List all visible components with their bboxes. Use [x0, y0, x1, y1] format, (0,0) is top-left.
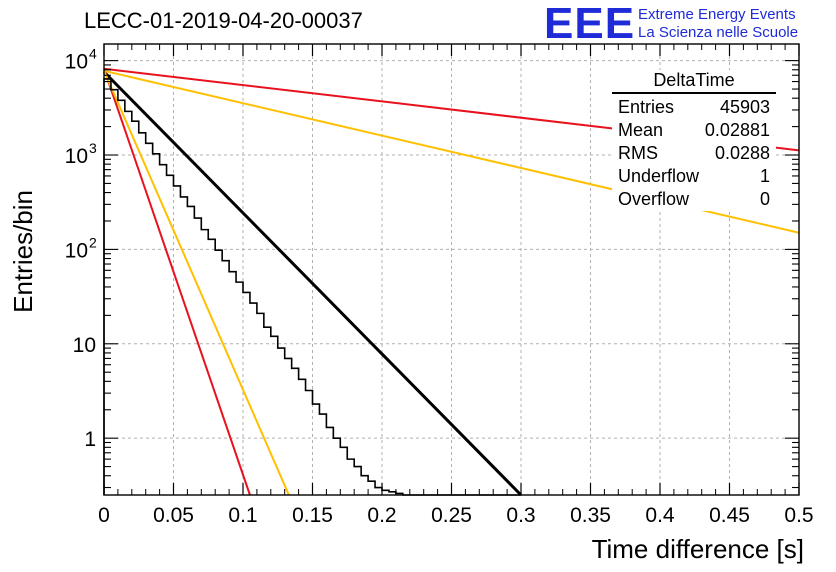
stats-value: 0.0288 — [714, 143, 770, 163]
stats-label: Underflow — [618, 166, 700, 186]
x-tick-label: 0.1 — [228, 504, 257, 527]
stats-label: RMS — [618, 143, 658, 163]
stats-row-rms: RMS 0.0288 — [612, 142, 776, 165]
curve-ref-fast — [103, 70, 290, 496]
y-tick-label: 10 — [65, 239, 88, 262]
x-tick-label: 0 — [98, 504, 110, 527]
eee-logo: EEE — [544, 0, 636, 48]
stats-row-mean: Mean 0.02881 — [612, 119, 776, 142]
stats-value: 1 — [759, 166, 770, 186]
stats-row-overflow: Overflow 0 — [612, 188, 776, 211]
stats-value: 0.02881 — [704, 120, 770, 140]
logo-line-1: Extreme Energy Events — [638, 6, 796, 23]
stats-value: 0 — [759, 189, 770, 209]
x-tick-label: 0.15 — [292, 504, 333, 527]
x-tick-label: 0.5 — [784, 504, 813, 527]
x-tick-label: 0.3 — [506, 504, 535, 527]
x-tick-label: 0.2 — [367, 504, 396, 527]
stats-value: 45903 — [719, 97, 770, 117]
stats-row-underflow: Underflow 1 — [612, 165, 776, 188]
stats-label: Overflow — [618, 189, 690, 209]
y-tick-label: 1 — [84, 428, 96, 451]
curve-fit — [102, 70, 523, 497]
plot-title: LECC-01-2019-04-20-00037 — [84, 8, 363, 33]
y-tick-exponent: 4 — [89, 46, 97, 62]
x-tick-label: 0.45 — [709, 504, 750, 527]
logo-line-2: La Scienza nelle Scuole — [638, 24, 799, 41]
y-tick-label: 10 — [65, 51, 88, 74]
x-tick-label: 0.05 — [153, 504, 194, 527]
stats-box: DeltaTime Entries 45903 Mean 0.02881 RMS… — [612, 70, 776, 211]
curve-ref-fast — [103, 68, 251, 496]
stats-title: DeltaTime — [612, 70, 776, 94]
x-tick-label: 0.4 — [645, 504, 675, 527]
x-axis-label: Time difference [s] — [591, 534, 804, 564]
stats-label: Entries — [618, 97, 675, 117]
y-tick-exponent: 2 — [89, 234, 97, 250]
y-tick-label: 10 — [65, 145, 88, 168]
y-axis-label: Entries/bin — [8, 190, 38, 313]
x-tick-label: 0.35 — [570, 504, 611, 527]
stats-label: Mean — [618, 120, 664, 140]
x-tick-label: 0.25 — [431, 504, 472, 527]
y-tick-label: 10 — [73, 334, 96, 357]
stats-row-entries: Entries 45903 — [612, 96, 776, 119]
y-tick-exponent: 3 — [89, 140, 97, 156]
